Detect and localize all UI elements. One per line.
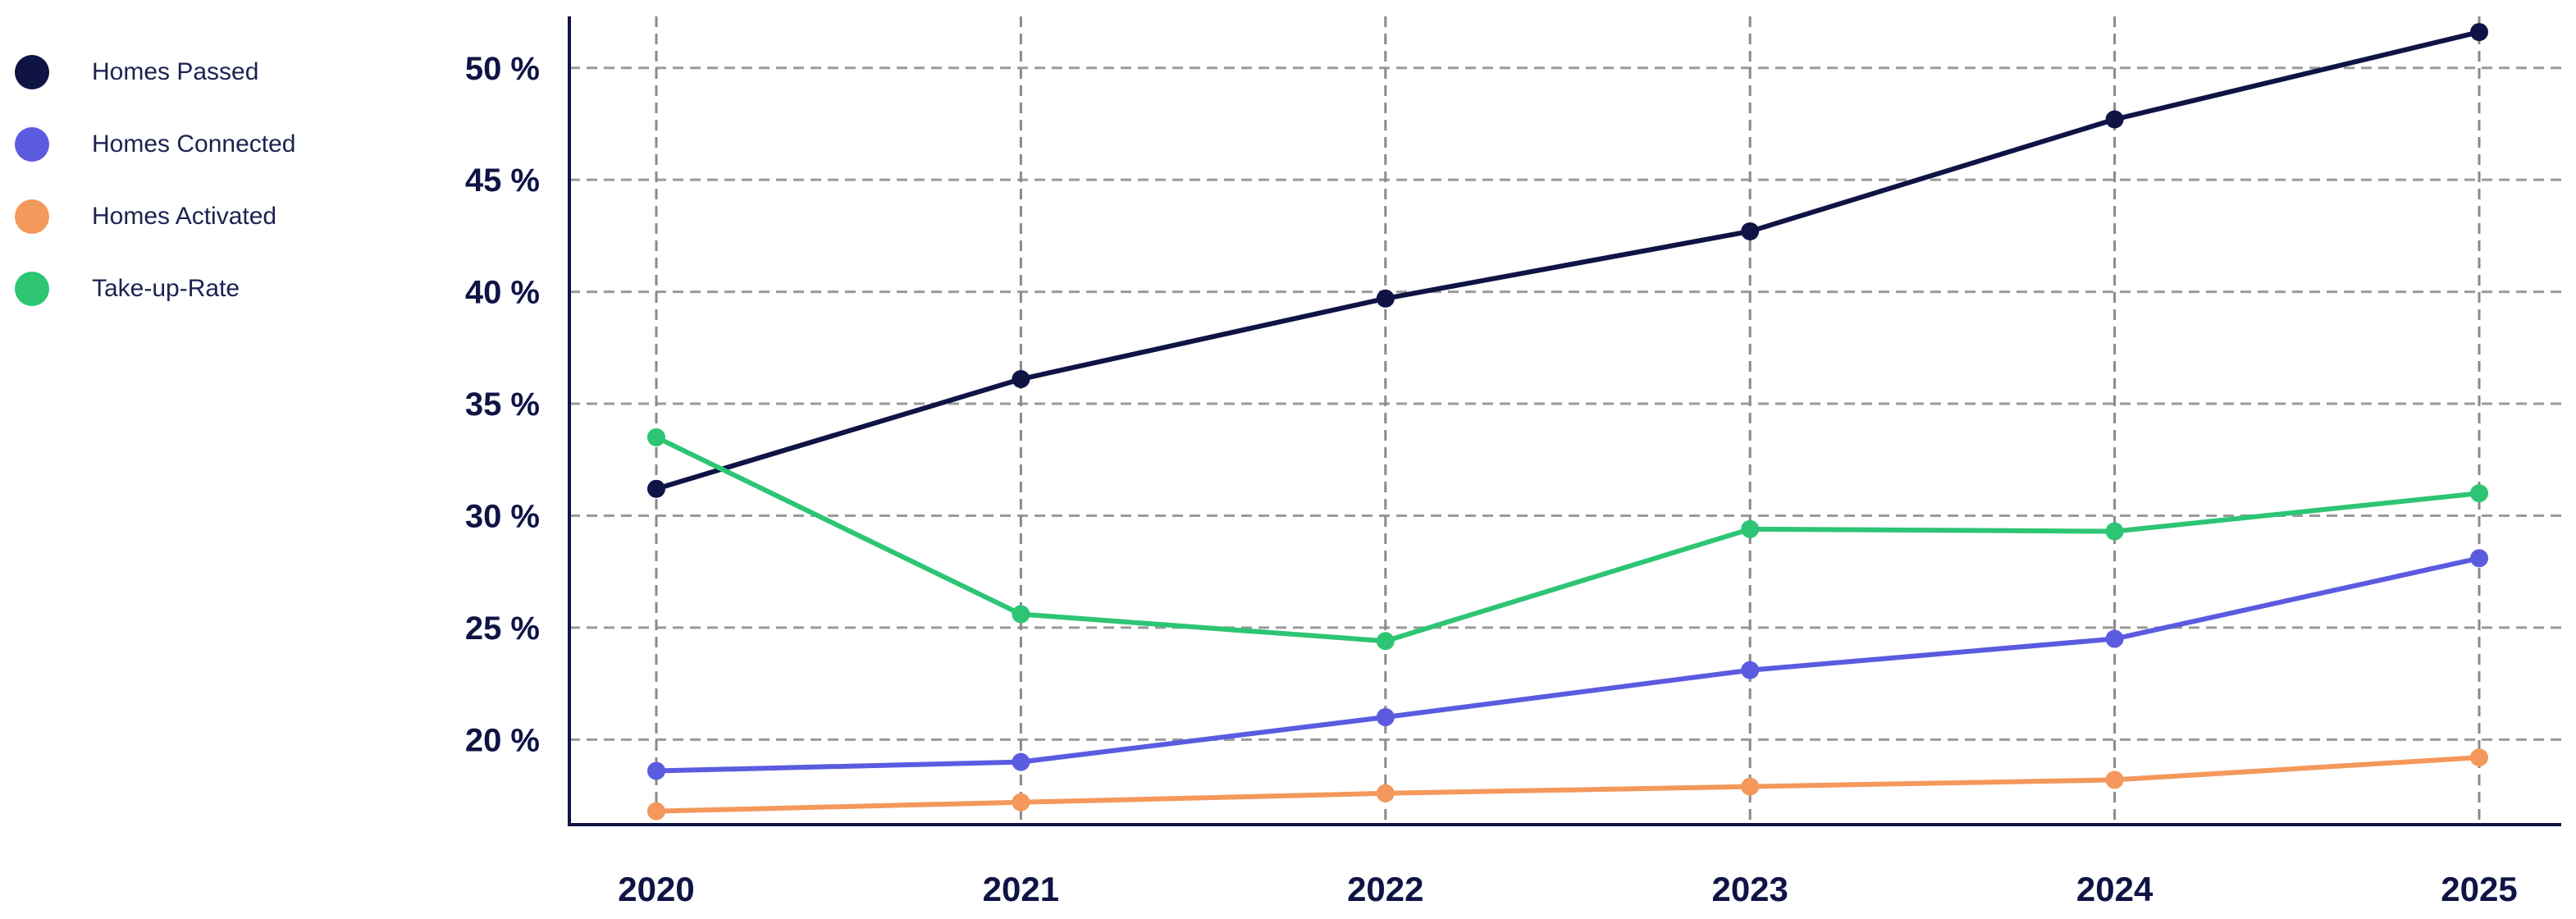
data-point-homes-passed <box>1012 370 1030 389</box>
y-tick-label: 20 % <box>465 722 540 758</box>
y-tick-label: 45 % <box>465 162 540 199</box>
data-point-homes-connected <box>2470 549 2488 568</box>
x-tick-label: 2025 <box>2441 870 2517 908</box>
data-point-homes-passed <box>647 479 665 498</box>
legend-item-homes-connected[interactable]: Homes Connected <box>15 108 295 181</box>
series-line-homes-passed <box>654 30 2482 492</box>
data-point-homes-activated <box>2470 748 2488 767</box>
data-point-homes-activated <box>1376 784 1395 802</box>
legend-label: Homes Connected <box>92 130 296 158</box>
x-tick-label: 2024 <box>2076 870 2154 908</box>
data-point-take-up-rate <box>2470 484 2488 503</box>
y-tick-label: 30 % <box>465 498 540 534</box>
data-point-take-up-rate <box>1376 632 1395 651</box>
legend-item-homes-activated[interactable]: Homes Activated <box>15 181 295 253</box>
data-point-take-up-rate <box>1741 519 1760 538</box>
y-tick-label: 35 % <box>465 386 540 423</box>
legend: Homes Passed Homes Connected Homes Activ… <box>15 36 295 325</box>
legend-label: Homes Passed <box>92 58 259 85</box>
series-line-take-up-rate <box>654 434 2482 644</box>
data-point-homes-activated <box>1012 793 1030 812</box>
legend-label: Take-up-Rate <box>92 275 240 302</box>
data-point-homes-connected <box>2105 629 2124 648</box>
data-point-homes-activated <box>1741 777 1760 796</box>
series-line-homes-activated <box>654 755 2482 814</box>
data-point-homes-passed <box>1741 222 1760 240</box>
x-tick-label: 2022 <box>1347 870 1423 908</box>
data-point-take-up-rate <box>2105 522 2124 541</box>
data-point-homes-activated <box>2105 770 2124 789</box>
legend-item-homes-passed[interactable]: Homes Passed <box>15 36 295 108</box>
legend-swatch-homes-connected <box>15 127 49 162</box>
series-line-homes-connected <box>654 556 2482 774</box>
data-point-homes-passed <box>1376 289 1395 308</box>
data-point-homes-connected <box>1376 708 1395 727</box>
legend-swatch-take-up-rate <box>15 272 49 306</box>
y-tick-label: 50 % <box>465 51 540 87</box>
x-tick-label: 2023 <box>1711 870 1788 908</box>
y-tick-label: 25 % <box>465 610 540 647</box>
x-tick-label: 2021 <box>983 870 1059 908</box>
legend-swatch-homes-passed <box>15 55 49 89</box>
data-point-homes-connected <box>1741 661 1760 679</box>
data-point-take-up-rate <box>647 427 665 446</box>
x-tick-label: 2020 <box>618 870 694 908</box>
data-point-homes-activated <box>647 802 665 821</box>
data-point-take-up-rate <box>1012 605 1030 624</box>
legend-swatch-homes-activated <box>15 199 49 234</box>
data-point-homes-connected <box>647 761 665 780</box>
y-tick-label: 40 % <box>465 275 540 311</box>
legend-item-take-up-rate[interactable]: Take-up-Rate <box>15 253 295 325</box>
data-point-homes-connected <box>1012 752 1030 771</box>
data-point-homes-passed <box>2105 110 2124 129</box>
legend-label: Homes Activated <box>92 203 277 230</box>
data-point-homes-passed <box>2470 23 2488 42</box>
